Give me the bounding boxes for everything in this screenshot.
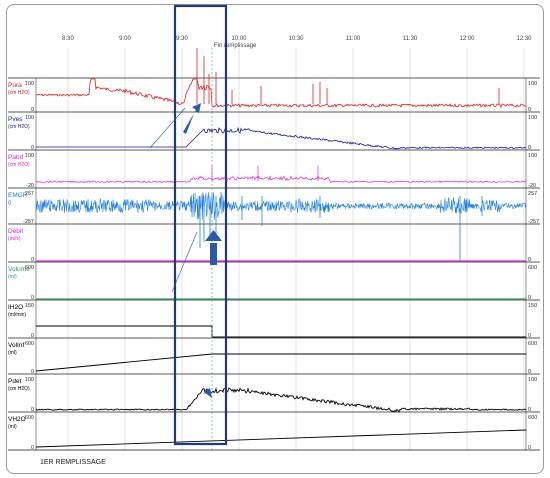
trace-vh2o xyxy=(35,429,527,448)
channel-top-tick: 600 xyxy=(25,415,34,421)
time-tick-label: 9:00 xyxy=(119,36,131,42)
channel-bottom-tick: 0 xyxy=(31,107,34,113)
channel-bottom-tick: 0 xyxy=(31,257,34,263)
highlight-box xyxy=(173,4,228,446)
channel-unit-5: (ml) xyxy=(8,274,17,280)
time-tick-label: 10:00 xyxy=(231,36,247,42)
channel-bottom-tick-right: -20 xyxy=(528,183,536,189)
channel-bottom-tick-right: 0 xyxy=(528,145,531,151)
trace-ih2o xyxy=(36,325,526,338)
channel-unit-2: (cm H2O) xyxy=(8,162,30,168)
channel-top-tick: 257 xyxy=(25,191,34,197)
channel-top-tick: 100 xyxy=(25,115,34,121)
channel-bottom-tick-right: 0 xyxy=(528,107,531,113)
channel-name-8: Pdet xyxy=(8,378,22,385)
channel-top-tick-right: 257 xyxy=(528,191,537,197)
channel-unit-9: (ml) xyxy=(8,424,17,430)
channel-top-tick-right: 150 xyxy=(528,303,537,309)
footer-title: 1ER REMPLISSAGE xyxy=(40,459,106,466)
event-marker-label: Fin remplissage xyxy=(214,43,257,49)
arrow-small-pdet xyxy=(204,388,212,398)
thin-pointer-a xyxy=(149,107,186,149)
channel-top-tick-right: 100 xyxy=(528,377,537,383)
channel-unit-1: (cm H2O) xyxy=(8,124,30,130)
annotation-overlay: Fin remplissage xyxy=(149,4,257,450)
channel-bottom-tick: -20 xyxy=(26,183,34,189)
channel-name-0: Pura xyxy=(8,82,22,89)
channel-unit-0: (cm H2O) xyxy=(8,90,30,96)
channel-bottom-tick: 0 xyxy=(31,295,34,301)
channel-name-7: VolInf xyxy=(8,342,24,349)
channel-bottom-tick: 0 xyxy=(31,333,34,339)
channel-top-tick: 100 xyxy=(25,81,34,87)
channel-name-2: Pabd xyxy=(8,154,24,161)
channel-name-1: Pves xyxy=(8,116,23,123)
time-tick-label: 8:30 xyxy=(62,36,74,42)
channel-bottom-tick-right: 0 xyxy=(528,295,531,301)
time-tick-label: 11:00 xyxy=(346,36,361,42)
channel-top-tick-right: 600 xyxy=(528,265,537,271)
arrow-up-right xyxy=(183,103,201,134)
channel-name-5: Volume xyxy=(8,266,30,273)
channel-top-tick: 100 xyxy=(25,377,34,383)
channel-bottom-tick-right: -257 xyxy=(528,219,539,225)
time-tick-label: 11:30 xyxy=(403,36,418,42)
channel-name-4: Débit xyxy=(8,228,23,235)
trace-pdet xyxy=(35,387,527,413)
channel-bottom-tick: 0 xyxy=(31,407,34,413)
channel-unit-3: () xyxy=(8,200,12,206)
channel-unit-4: (ml/s) xyxy=(8,236,21,242)
channel-bottom-tick: 0 xyxy=(31,445,34,451)
trace-emgr xyxy=(35,191,527,220)
arrow-down-head xyxy=(205,230,222,241)
channel-top-tick-right: 600 xyxy=(528,341,537,347)
channel-name-9: VH2O xyxy=(8,416,26,423)
thin-pointer-b xyxy=(171,231,198,293)
time-tick-label: 9:30 xyxy=(176,36,188,42)
channel-traces xyxy=(35,48,527,448)
time-axis: 8:30 9:00 9:30 10:00 10:30 11:00 11:30 12:00 12:… xyxy=(62,36,532,42)
channel-top-tick: 150 xyxy=(25,303,34,309)
time-tick-label: 10:30 xyxy=(288,36,304,42)
channel-name-6: IH2O xyxy=(8,304,23,311)
channel-top-tick-right: 100 xyxy=(528,115,537,121)
channel-top-tick: 600 xyxy=(25,265,34,271)
channel-top-tick: 100 xyxy=(25,153,34,159)
time-tick-label: 12:30 xyxy=(516,36,532,42)
channel-top-tick-right: 100 xyxy=(528,81,537,87)
channel-name-3: EMGR xyxy=(8,192,28,199)
time-tick-label: 12:00 xyxy=(459,36,475,42)
channel-bottom-tick-right: 0 xyxy=(528,407,531,413)
channel-top-tick-right: 600 xyxy=(528,415,537,421)
trace-volinf xyxy=(35,353,526,372)
channel-unit-6: (ml/min) xyxy=(8,312,26,318)
channel-top-tick-right: 100 xyxy=(528,153,537,159)
channel-bottom-tick: 0 xyxy=(31,369,34,375)
trace-pura xyxy=(35,78,527,109)
arrow-down-shaft xyxy=(210,243,217,265)
trace-pves xyxy=(36,126,527,150)
channel-bottom-tick-right: 0 xyxy=(528,445,531,451)
channel-bottom-tick: 0 xyxy=(31,145,34,151)
trace-pabd xyxy=(35,175,527,184)
channel-bottom-tick: -257 xyxy=(23,219,34,225)
channel-bottom-tick-right: 0 xyxy=(528,333,531,339)
channel-bottom-tick-right: 0 xyxy=(528,369,531,375)
channel-unit-8: (cm H2O) xyxy=(8,386,30,392)
channel-top-tick: 600 xyxy=(25,341,34,347)
channel-bottom-tick-right: 0 xyxy=(528,257,531,263)
channel-unit-7: (ml) xyxy=(8,350,17,356)
